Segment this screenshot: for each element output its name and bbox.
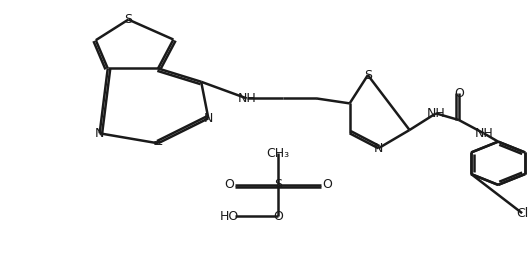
Text: N: N xyxy=(204,112,213,125)
Text: O: O xyxy=(322,178,332,191)
Text: CH₃: CH₃ xyxy=(266,147,289,160)
Text: NH: NH xyxy=(474,127,493,140)
Text: S: S xyxy=(364,69,372,82)
Text: N: N xyxy=(95,127,105,140)
Text: S: S xyxy=(274,178,282,191)
Text: O: O xyxy=(273,210,283,223)
Text: S: S xyxy=(125,13,133,26)
Text: O: O xyxy=(224,178,234,191)
Text: NH: NH xyxy=(237,92,256,105)
Text: O: O xyxy=(454,87,464,100)
Text: HO: HO xyxy=(220,210,239,223)
Text: Cl: Cl xyxy=(516,207,528,220)
Text: N: N xyxy=(374,142,383,155)
Text: =: = xyxy=(153,137,163,150)
Text: NH: NH xyxy=(427,107,445,120)
